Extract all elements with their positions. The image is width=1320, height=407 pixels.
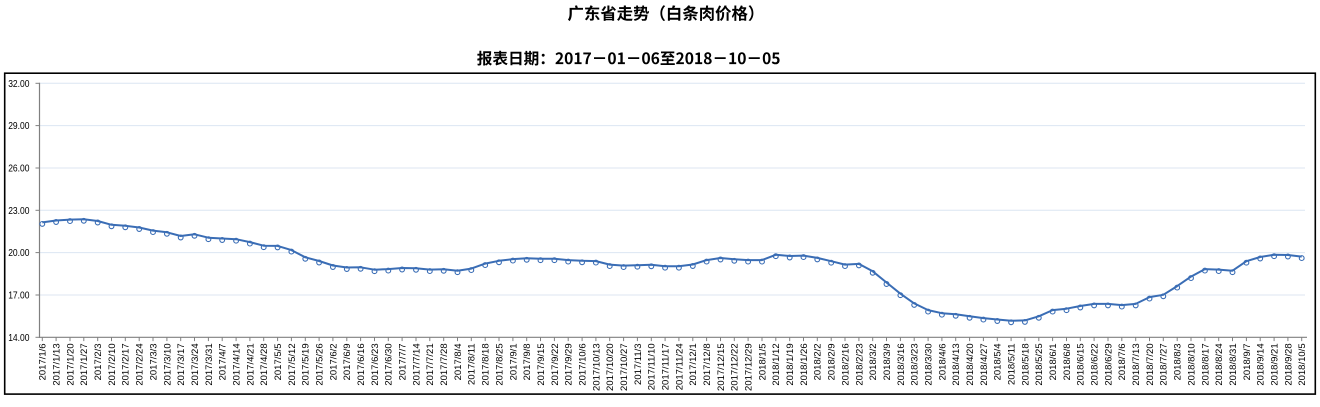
svg-text:2017/3/17: 2017/3/17 (176, 343, 187, 385)
svg-text:2018/4/20: 2018/4/20 (965, 343, 976, 385)
svg-text:20.00: 20.00 (8, 248, 30, 259)
svg-text:2017/1/6: 2017/1/6 (38, 343, 49, 380)
svg-text:2017/3/24: 2017/3/24 (190, 343, 201, 385)
svg-text:2017/8/25: 2017/8/25 (494, 343, 505, 385)
svg-text:2017/12/15: 2017/12/15 (716, 343, 727, 391)
svg-text:2017/7/7: 2017/7/7 (398, 343, 409, 380)
svg-text:2017/8/11: 2017/8/11 (467, 343, 478, 385)
svg-text:2017/6/23: 2017/6/23 (370, 343, 381, 385)
svg-text:2018/8/24: 2018/8/24 (1214, 343, 1225, 385)
svg-text:2018/5/18: 2018/5/18 (1020, 343, 1031, 385)
svg-text:2018/3/16: 2018/3/16 (896, 343, 907, 385)
svg-text:2017/7/28: 2017/7/28 (439, 343, 450, 385)
svg-text:2017/5/12: 2017/5/12 (287, 343, 298, 385)
svg-text:2017/6/30: 2017/6/30 (384, 343, 395, 385)
svg-text:14.00: 14.00 (8, 333, 30, 344)
svg-text:2017/4/21: 2017/4/21 (245, 343, 256, 385)
svg-text:2017/2/10: 2017/2/10 (107, 343, 118, 385)
svg-text:2017/12/1: 2017/12/1 (688, 343, 699, 385)
svg-text:2017/8/4: 2017/8/4 (453, 343, 464, 380)
svg-text:2017/6/9: 2017/6/9 (342, 343, 353, 380)
svg-text:2017/10/13: 2017/10/13 (591, 343, 602, 391)
svg-text:2018/10/5: 2018/10/5 (1297, 343, 1308, 385)
svg-text:2018/5/11: 2018/5/11 (1007, 343, 1018, 385)
svg-text:2018/2/2: 2018/2/2 (813, 343, 824, 380)
svg-text:2017/10/27: 2017/10/27 (619, 343, 630, 391)
svg-text:2018/6/22: 2018/6/22 (1090, 343, 1101, 385)
svg-text:2018/2/23: 2018/2/23 (854, 343, 865, 385)
svg-text:2017/11/10: 2017/11/10 (647, 343, 658, 390)
svg-text:2018/1/19: 2018/1/19 (785, 343, 796, 385)
svg-text:2018/1/5: 2018/1/5 (757, 343, 768, 380)
svg-text:2018/5/4: 2018/5/4 (993, 343, 1004, 380)
svg-text:2017/3/10: 2017/3/10 (162, 343, 173, 385)
svg-text:2017/11/17: 2017/11/17 (661, 343, 672, 390)
svg-text:2017/4/7: 2017/4/7 (218, 343, 229, 380)
svg-text:2018/3/2: 2018/3/2 (868, 343, 879, 380)
svg-text:2018/7/20: 2018/7/20 (1145, 343, 1156, 385)
svg-text:2017/3/31: 2017/3/31 (204, 343, 215, 385)
svg-text:29.00: 29.00 (8, 121, 30, 132)
svg-text:2018/3/9: 2018/3/9 (882, 343, 893, 380)
svg-text:2018/6/15: 2018/6/15 (1076, 343, 1087, 385)
svg-text:2017/5/19: 2017/5/19 (301, 343, 312, 385)
svg-text:2017/12/22: 2017/12/22 (730, 343, 741, 391)
svg-text:2017/2/17: 2017/2/17 (121, 343, 132, 385)
svg-text:2018/9/7: 2018/9/7 (1242, 343, 1253, 380)
svg-text:2017/5/5: 2017/5/5 (273, 343, 284, 380)
svg-text:2018/4/6: 2018/4/6 (937, 343, 948, 380)
svg-text:2018/9/14: 2018/9/14 (1256, 343, 1267, 385)
svg-text:2017/10/6: 2017/10/6 (578, 343, 589, 385)
svg-text:2018/2/16: 2018/2/16 (840, 343, 851, 385)
svg-text:2018/7/27: 2018/7/27 (1159, 343, 1170, 385)
svg-text:2017/1/27: 2017/1/27 (79, 343, 90, 385)
svg-text:2018/6/29: 2018/6/29 (1103, 343, 1114, 385)
svg-text:2018/8/17: 2018/8/17 (1200, 343, 1211, 385)
svg-text:2018/3/30: 2018/3/30 (924, 343, 935, 385)
svg-text:2017/4/28: 2017/4/28 (259, 343, 270, 385)
svg-text:17.00: 17.00 (8, 291, 30, 302)
svg-text:2018/9/21: 2018/9/21 (1270, 343, 1281, 385)
svg-text:2017/7/21: 2017/7/21 (425, 343, 436, 385)
svg-text:2018/9/28: 2018/9/28 (1283, 343, 1294, 385)
svg-text:2017/9/22: 2017/9/22 (550, 343, 561, 385)
svg-text:2017/9/15: 2017/9/15 (536, 343, 547, 385)
svg-text:2017/10/20: 2017/10/20 (605, 343, 616, 391)
svg-text:2017/4/14: 2017/4/14 (232, 343, 243, 385)
svg-text:2017/2/3: 2017/2/3 (93, 343, 104, 380)
svg-text:2017/12/8: 2017/12/8 (702, 343, 713, 385)
svg-text:2017/8/18: 2017/8/18 (481, 343, 492, 385)
svg-text:2017/12/29: 2017/12/29 (744, 343, 755, 391)
svg-text:26.00: 26.00 (8, 164, 30, 175)
svg-text:2017/6/16: 2017/6/16 (356, 343, 367, 385)
svg-text:2018/2/9: 2018/2/9 (827, 343, 838, 380)
svg-text:2017/7/14: 2017/7/14 (411, 343, 422, 385)
svg-text:2018/3/23: 2018/3/23 (910, 343, 921, 385)
svg-text:2017/11/3: 2017/11/3 (633, 343, 644, 385)
svg-text:2018/8/10: 2018/8/10 (1186, 343, 1197, 385)
svg-text:23.00: 23.00 (8, 206, 30, 217)
svg-text:2018/8/31: 2018/8/31 (1228, 343, 1239, 385)
svg-text:2018/4/13: 2018/4/13 (951, 343, 962, 385)
svg-text:2017/5/26: 2017/5/26 (315, 343, 326, 385)
svg-text:2018/1/26: 2018/1/26 (799, 343, 810, 385)
svg-text:2017/11/24: 2017/11/24 (674, 343, 685, 390)
svg-text:2017/6/2: 2017/6/2 (328, 343, 339, 380)
svg-text:2018/1/12: 2018/1/12 (771, 343, 782, 385)
svg-text:2018/4/27: 2018/4/27 (979, 343, 990, 385)
svg-text:2018/6/8: 2018/6/8 (1062, 343, 1073, 380)
svg-text:2017/9/8: 2017/9/8 (522, 343, 533, 380)
svg-text:2018/6/1: 2018/6/1 (1048, 343, 1059, 380)
svg-text:2017/9/1: 2017/9/1 (508, 343, 519, 380)
svg-text:2017/3/3: 2017/3/3 (148, 343, 159, 380)
svg-text:32.00: 32.00 (8, 79, 30, 90)
svg-text:2018/8/3: 2018/8/3 (1173, 343, 1184, 380)
svg-text:2017/2/24: 2017/2/24 (135, 343, 146, 385)
svg-text:2018/7/13: 2018/7/13 (1131, 343, 1142, 385)
svg-text:2017/9/29: 2017/9/29 (564, 343, 575, 385)
svg-text:2017/1/13: 2017/1/13 (52, 343, 63, 385)
svg-text:2017/1/20: 2017/1/20 (65, 343, 76, 385)
svg-text:2018/7/6: 2018/7/6 (1117, 343, 1128, 380)
svg-text:2018/5/25: 2018/5/25 (1034, 343, 1045, 385)
